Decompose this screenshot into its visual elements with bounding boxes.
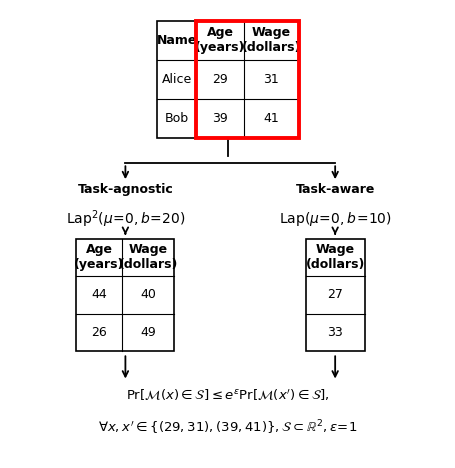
Text: Wage
(dollars): Wage (dollars) (118, 243, 177, 271)
Text: $\mathrm{Lap}^2(\mu\!=\!0,b\!=\!20)$: $\mathrm{Lap}^2(\mu\!=\!0,b\!=\!20)$ (66, 209, 185, 230)
Bar (76, 239, 174, 351)
Text: 27: 27 (327, 288, 342, 301)
Text: Age
(years): Age (years) (194, 27, 245, 54)
Text: Age
(years): Age (years) (74, 243, 124, 271)
Text: 44: 44 (91, 288, 107, 301)
Text: 31: 31 (263, 73, 278, 86)
Text: Alice: Alice (161, 73, 192, 86)
Text: 26: 26 (91, 326, 107, 339)
Text: 39: 39 (212, 112, 228, 124)
Bar (196, 21, 298, 138)
Text: Wage
(dollars): Wage (dollars) (241, 27, 300, 54)
Bar (305, 239, 364, 351)
Text: $\Pr[\mathcal{M}(x) \in \mathcal{S}] \leq e^{\epsilon} \Pr[\mathcal{M}(x^{\prime: $\Pr[\mathcal{M}(x) \in \mathcal{S}] \le… (126, 388, 329, 403)
Text: 33: 33 (327, 326, 342, 339)
Text: Task-aware: Task-aware (295, 183, 374, 196)
Text: Task-agnostic: Task-agnostic (77, 183, 173, 196)
Text: 41: 41 (263, 112, 278, 124)
Text: $\mathrm{Lap}(\mu\!=\!0,b\!=\!10)$: $\mathrm{Lap}(\mu\!=\!0,b\!=\!10)$ (278, 211, 391, 228)
Text: 49: 49 (140, 326, 156, 339)
Text: Wage
(dollars): Wage (dollars) (305, 243, 364, 271)
Text: $\forall x, x^{\prime} \in \{(29,31),(39,41)\}, \mathcal{S} \subset \mathbb{R}^2: $\forall x, x^{\prime} \in \{(29,31),(39… (98, 419, 357, 438)
Text: Name: Name (156, 34, 197, 47)
Text: 29: 29 (212, 73, 228, 86)
Text: 40: 40 (140, 288, 156, 301)
Text: Bob: Bob (164, 112, 188, 124)
Bar (157, 21, 298, 138)
